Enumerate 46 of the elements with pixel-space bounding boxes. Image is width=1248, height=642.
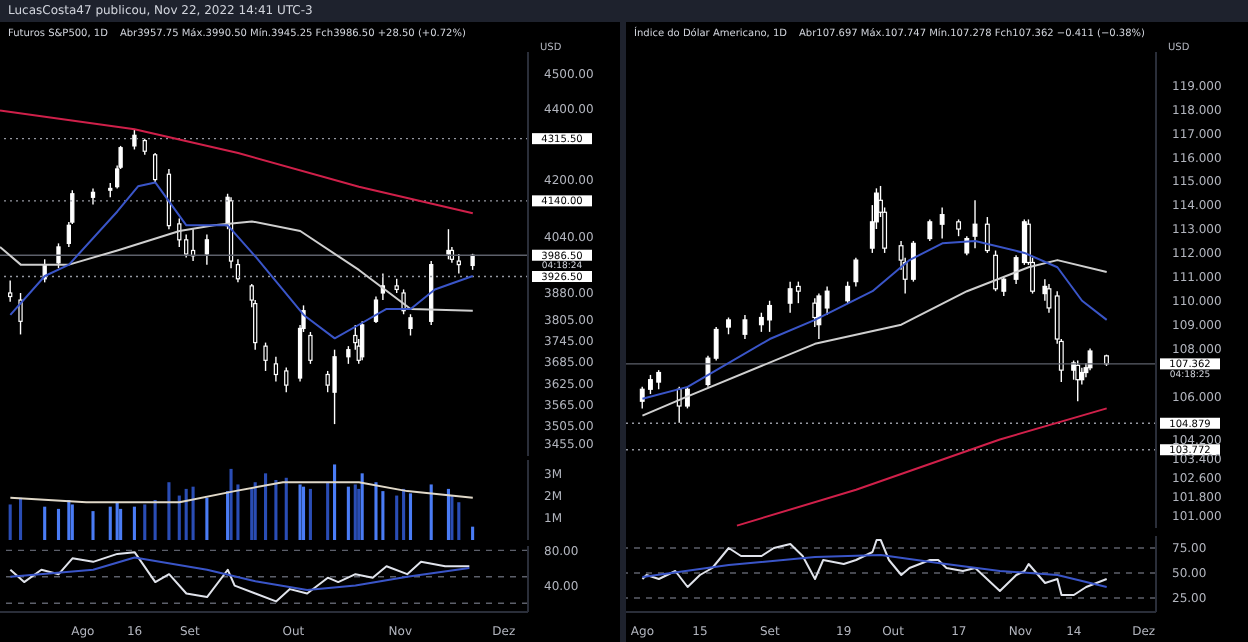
candlestick — [446, 228, 451, 261]
candlestick — [758, 312, 764, 333]
candlestick — [152, 152, 158, 184]
line-series — [9, 481, 474, 504]
candlestick — [816, 292, 822, 340]
candlestick — [8, 279, 13, 303]
candlestick — [90, 187, 96, 206]
candlestick — [927, 218, 933, 242]
candlestick — [845, 280, 851, 304]
line-series — [735, 407, 1108, 527]
candlestick — [284, 366, 289, 393]
candlestick — [853, 257, 859, 288]
candlestick — [273, 356, 279, 383]
candlestick — [639, 386, 645, 410]
candlestick — [18, 292, 23, 336]
candlestick — [656, 369, 662, 390]
candlestick — [795, 280, 801, 304]
candlestick — [360, 320, 365, 362]
candlestick — [972, 199, 978, 249]
candlestick — [56, 242, 61, 269]
candlestick — [910, 240, 916, 283]
line-series — [641, 554, 1108, 588]
candlestick — [408, 313, 413, 337]
line-series — [0, 109, 474, 215]
candlestick — [824, 285, 830, 316]
candlestick — [308, 331, 313, 365]
line-series — [641, 539, 1108, 596]
line-series — [0, 220, 474, 312]
candlestick — [263, 341, 268, 372]
candlestick — [1046, 283, 1052, 314]
candlestick — [984, 216, 990, 254]
candlestick — [939, 206, 945, 240]
candlestick — [456, 253, 461, 275]
line-series — [9, 556, 471, 591]
line-series — [9, 181, 474, 340]
line-series — [641, 259, 1108, 417]
candlestick — [204, 233, 210, 266]
candlestick — [648, 374, 653, 395]
line-series — [9, 551, 471, 603]
candlestick — [713, 326, 719, 362]
candlestick — [767, 300, 773, 333]
candlestick — [787, 280, 793, 314]
candlestick — [742, 314, 748, 340]
candlestick — [993, 249, 999, 292]
candlestick — [332, 348, 337, 425]
candlestick — [132, 129, 137, 151]
